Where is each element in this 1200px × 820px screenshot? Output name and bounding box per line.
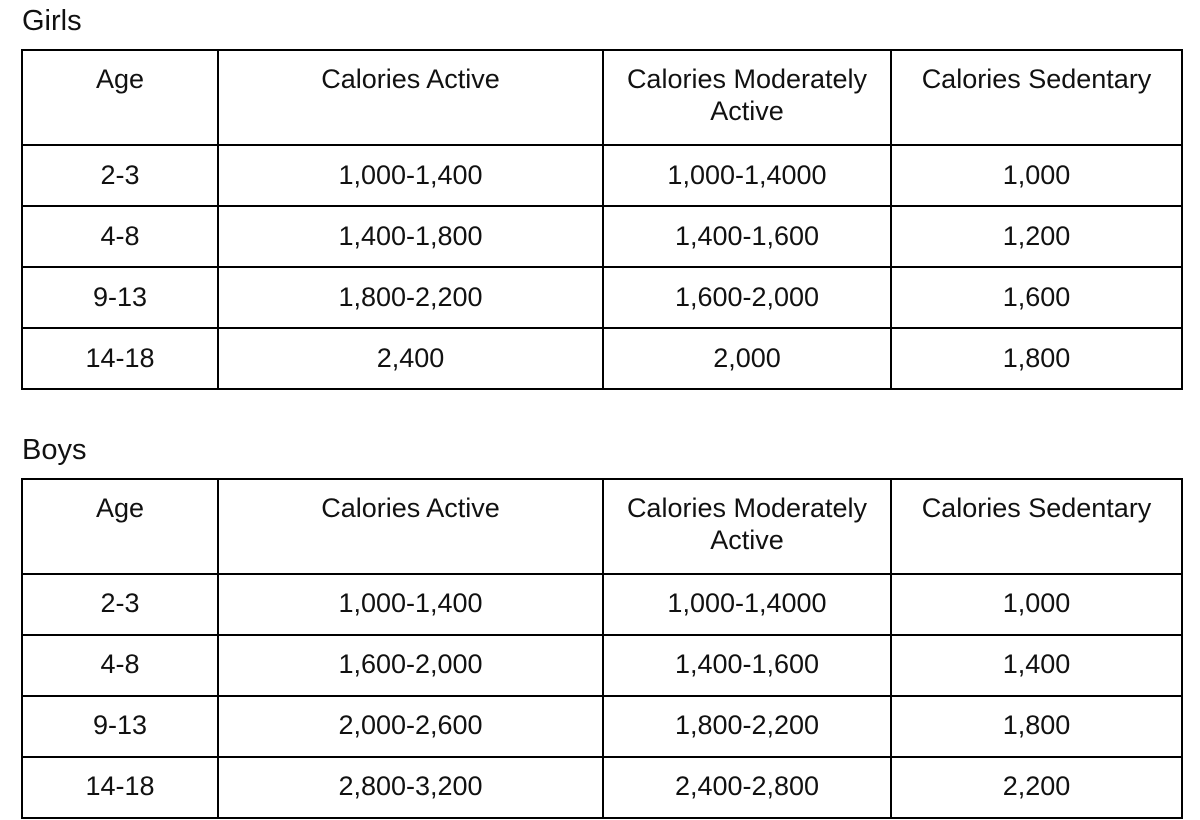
cell-calories-active: 1,000-1,400 <box>217 572 604 636</box>
girls-table: Age Calories Active Calories Moderately … <box>21 48 1183 390</box>
table-row: 9-13 2,000-2,600 1,800-2,200 1,800 <box>21 694 1183 758</box>
column-header-calories-sedentary: Calories Sedentary <box>890 477 1183 575</box>
cell-calories-sedentary: 1,200 <box>890 204 1183 268</box>
boys-table: Age Calories Active Calories Moderately … <box>21 477 1183 819</box>
cell-calories-active: 2,000-2,600 <box>217 694 604 758</box>
boys-table-title: Boys <box>22 433 87 466</box>
table-header-row: Age Calories Active Calories Moderately … <box>21 48 1183 146</box>
cell-calories-sedentary: 2,200 <box>890 755 1183 819</box>
cell-calories-sedentary: 1,000 <box>890 572 1183 636</box>
boys-section: Boys Age Calories Active Calories Modera… <box>21 433 1200 819</box>
column-header-calories-sedentary: Calories Sedentary <box>890 48 1183 146</box>
table-row: 4-8 1,600-2,000 1,400-1,600 1,400 <box>21 633 1183 697</box>
table-row: 2-3 1,000-1,400 1,000-1,4000 1,000 <box>21 572 1183 636</box>
cell-age: 2-3 <box>21 143 219 207</box>
cell-calories-active: 2,400 <box>217 326 604 390</box>
column-header-calories-moderately-active: Calories Moderately Active <box>602 48 892 146</box>
girls-section: Girls Age Calories Active Calories Moder… <box>21 5 1200 390</box>
table-row: 2-3 1,000-1,400 1,000-1,4000 1,000 <box>21 143 1183 207</box>
cell-calories-sedentary: 1,000 <box>890 143 1183 207</box>
cell-age: 9-13 <box>21 265 219 329</box>
column-header-calories-moderately-active: Calories Moderately Active <box>602 477 892 575</box>
cell-age: 14-18 <box>21 326 219 390</box>
cell-calories-active: 1,800-2,200 <box>217 265 604 329</box>
cell-calories-active: 1,400-1,800 <box>217 204 604 268</box>
cell-age: 9-13 <box>21 694 219 758</box>
cell-calories-sedentary: 1,800 <box>890 694 1183 758</box>
cell-calories-moderately-active: 1,000-1,4000 <box>602 143 892 207</box>
cell-calories-sedentary: 1,600 <box>890 265 1183 329</box>
cell-age: 4-8 <box>21 633 219 697</box>
cell-calories-sedentary: 1,400 <box>890 633 1183 697</box>
cell-calories-moderately-active: 1,400-1,600 <box>602 633 892 697</box>
cell-age: 14-18 <box>21 755 219 819</box>
cell-age: 2-3 <box>21 572 219 636</box>
table-row: 14-18 2,400 2,000 1,800 <box>21 326 1183 390</box>
cell-calories-moderately-active: 2,000 <box>602 326 892 390</box>
cell-calories-active: 2,800-3,200 <box>217 755 604 819</box>
cell-calories-moderately-active: 1,800-2,200 <box>602 694 892 758</box>
table-row: 14-18 2,800-3,200 2,400-2,800 2,200 <box>21 755 1183 819</box>
column-header-age: Age <box>21 48 219 146</box>
table-header-row: Age Calories Active Calories Moderately … <box>21 477 1183 575</box>
cell-calories-moderately-active: 1,600-2,000 <box>602 265 892 329</box>
column-header-calories-active: Calories Active <box>217 48 604 146</box>
column-header-calories-active: Calories Active <box>217 477 604 575</box>
cell-calories-moderately-active: 2,400-2,800 <box>602 755 892 819</box>
table-row: 4-8 1,400-1,800 1,400-1,600 1,200 <box>21 204 1183 268</box>
cell-calories-moderately-active: 1,000-1,4000 <box>602 572 892 636</box>
cell-calories-sedentary: 1,800 <box>890 326 1183 390</box>
cell-calories-moderately-active: 1,400-1,600 <box>602 204 892 268</box>
cell-calories-active: 1,600-2,000 <box>217 633 604 697</box>
girls-table-title: Girls <box>22 5 82 37</box>
cell-age: 4-8 <box>21 204 219 268</box>
column-header-age: Age <box>21 477 219 575</box>
table-row: 9-13 1,800-2,200 1,600-2,000 1,600 <box>21 265 1183 329</box>
cell-calories-active: 1,000-1,400 <box>217 143 604 207</box>
